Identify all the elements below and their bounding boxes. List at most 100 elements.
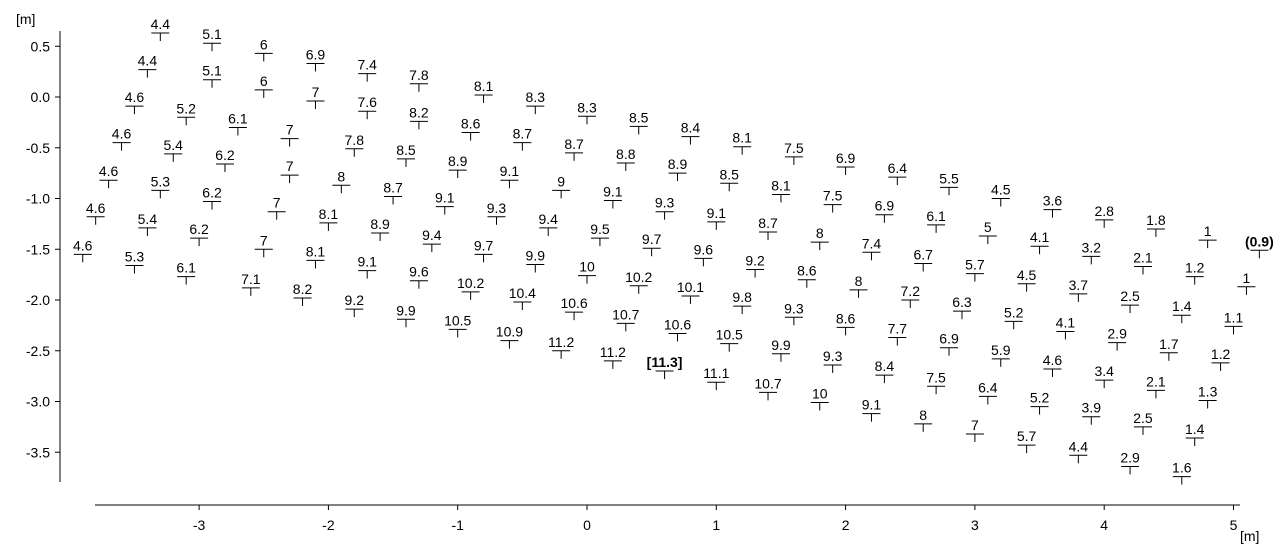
data-point: 7.5 bbox=[926, 369, 946, 395]
point-label: 9.1 bbox=[435, 190, 455, 206]
point-label: 5.3 bbox=[151, 173, 171, 189]
data-point: 4.1 bbox=[1030, 229, 1050, 255]
data-point: 5.7 bbox=[965, 257, 985, 282]
point-label: 8.4 bbox=[681, 120, 701, 136]
point-label: 7 bbox=[260, 232, 268, 248]
point-label: 9.4 bbox=[538, 211, 558, 227]
data-point: (0.9) bbox=[1245, 233, 1274, 259]
point-label: 3.6 bbox=[1043, 193, 1063, 209]
point-label: 6.1 bbox=[926, 208, 946, 224]
point-label: 1.4 bbox=[1185, 421, 1205, 437]
point-label: 4.4 bbox=[138, 53, 158, 69]
data-point: 10 bbox=[810, 386, 829, 411]
point-label: 5.3 bbox=[125, 248, 145, 264]
data-point: 6.9 bbox=[306, 47, 325, 72]
data-point: 8.6 bbox=[836, 310, 856, 336]
data-point: 8 bbox=[914, 407, 933, 432]
point-label: 1 bbox=[1204, 223, 1212, 239]
data-point: 7.5 bbox=[784, 140, 804, 165]
point-label: 9.9 bbox=[396, 302, 416, 318]
data-point: 10.9 bbox=[496, 324, 523, 349]
point-label: 11.2 bbox=[548, 334, 574, 350]
data-point: 5.4 bbox=[138, 211, 157, 236]
x-tick-label: 2 bbox=[842, 517, 850, 533]
point-label: 6.9 bbox=[836, 150, 856, 166]
data-point: 1.6 bbox=[1172, 460, 1192, 485]
data-point: 6.2 bbox=[189, 221, 209, 247]
data-point: 9.8 bbox=[732, 289, 752, 315]
point-label: 9.2 bbox=[745, 253, 765, 269]
data-point: 7.4 bbox=[357, 57, 377, 82]
point-label: 7.1 bbox=[241, 271, 261, 287]
point-label: 10.6 bbox=[664, 316, 691, 332]
point-label: 9.4 bbox=[422, 227, 442, 243]
point-label: 5.7 bbox=[965, 257, 985, 273]
x-tick-label: 1 bbox=[712, 517, 720, 533]
point-label: 9.3 bbox=[784, 300, 804, 316]
point-label: 8 bbox=[337, 168, 345, 184]
point-label: 9.1 bbox=[707, 205, 727, 221]
x-tick-label: 3 bbox=[971, 517, 979, 533]
point-label: 4.6 bbox=[125, 89, 145, 105]
point-label: 8.6 bbox=[836, 310, 856, 326]
point-label: 2.1 bbox=[1133, 250, 1153, 266]
data-point: 2.1 bbox=[1133, 250, 1153, 275]
point-label: 8.5 bbox=[396, 142, 416, 158]
data-point: 6.2 bbox=[202, 185, 222, 210]
data-point: 5.4 bbox=[164, 137, 183, 162]
data-point: 4.4 bbox=[151, 16, 171, 42]
point-label: 8.1 bbox=[306, 243, 326, 259]
data-point: 9.1 bbox=[862, 397, 881, 422]
data-point: 9.3 bbox=[823, 348, 843, 373]
y-tick-label: -3.0 bbox=[26, 394, 50, 410]
point-label: 4.1 bbox=[1030, 229, 1050, 245]
point-label: 8.1 bbox=[319, 206, 339, 222]
point-label: 3.2 bbox=[1082, 239, 1102, 255]
data-point: 4.6 bbox=[86, 200, 106, 225]
point-label: 5.2 bbox=[176, 100, 196, 116]
point-label: 9.6 bbox=[409, 264, 429, 280]
point-label: 10.9 bbox=[496, 324, 523, 340]
point-label: 4.5 bbox=[991, 182, 1011, 198]
data-point: 9.9 bbox=[526, 247, 545, 273]
data-point: 7 bbox=[306, 84, 325, 110]
data-point: 4.6 bbox=[73, 237, 93, 263]
data-point: 9.6 bbox=[694, 241, 714, 267]
point-label: 5 bbox=[984, 219, 992, 235]
data-point: 8.1 bbox=[306, 243, 326, 269]
point-label: 9.3 bbox=[655, 195, 675, 211]
point-label: 10.5 bbox=[716, 327, 743, 343]
data-point: 6.1 bbox=[176, 260, 196, 285]
data-point: 4.1 bbox=[1056, 314, 1075, 340]
data-point: 2.5 bbox=[1120, 288, 1140, 314]
data-point: 9.1 bbox=[500, 163, 519, 189]
point-label: 10.2 bbox=[457, 275, 484, 291]
data-point: 9.2 bbox=[745, 253, 765, 278]
point-label: 2.8 bbox=[1094, 203, 1114, 219]
data-point: 5.1 bbox=[202, 26, 222, 52]
point-label: 7 bbox=[286, 158, 294, 174]
data-point: 6 bbox=[254, 73, 273, 98]
point-label: 7.8 bbox=[409, 67, 429, 83]
point-label: 4.6 bbox=[86, 200, 106, 216]
data-point: 11.1 bbox=[703, 365, 730, 391]
data-point: 7 bbox=[965, 417, 984, 442]
point-label: 7.5 bbox=[926, 369, 946, 385]
data-point: 1.2 bbox=[1211, 346, 1231, 371]
data-point: 2.1 bbox=[1146, 373, 1166, 399]
point-label: 4.5 bbox=[1017, 267, 1037, 283]
point-label: 5.2 bbox=[1030, 390, 1050, 406]
point-label: 4.6 bbox=[99, 163, 119, 179]
point-label: 9.6 bbox=[694, 241, 714, 257]
data-point: 9.5 bbox=[590, 221, 610, 247]
point-label: 1.3 bbox=[1198, 383, 1218, 399]
data-point: 5.3 bbox=[151, 173, 171, 199]
data-point: 1.1 bbox=[1224, 309, 1243, 335]
data-point: 3.2 bbox=[1082, 239, 1102, 265]
point-label: 9.9 bbox=[771, 337, 791, 353]
point-label: 8.6 bbox=[461, 116, 481, 132]
point-label: 6 bbox=[260, 36, 268, 52]
point-label: 4.4 bbox=[151, 16, 171, 32]
data-point: 3.4 bbox=[1094, 363, 1114, 389]
data-point: 1.4 bbox=[1172, 298, 1192, 324]
